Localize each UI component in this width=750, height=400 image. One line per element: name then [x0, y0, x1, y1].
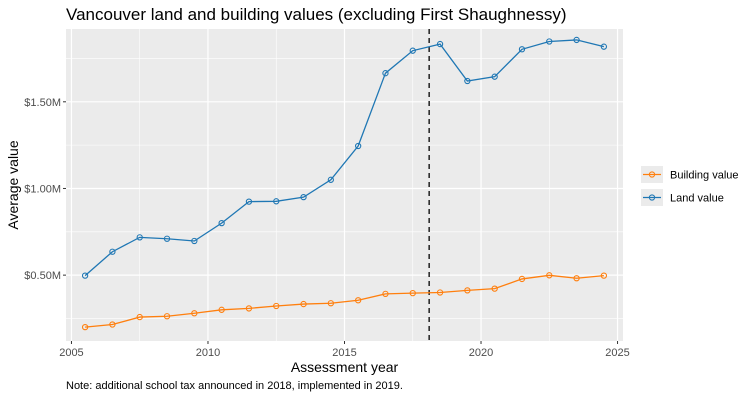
- x-tick-label: 2020: [469, 347, 493, 359]
- data-point-building-value: [273, 302, 280, 310]
- data-point-building-value: [518, 275, 526, 283]
- data-point-building-value: [136, 313, 143, 321]
- chart-note: Note: additional school tax announced in…: [66, 380, 403, 392]
- data-point-land-value: [409, 47, 416, 54]
- x-axis-title: Assessment year: [291, 359, 399, 375]
- data-point-building-value: [163, 313, 171, 320]
- data-point-building-value: [436, 289, 444, 296]
- legend-label: Building value: [670, 170, 739, 182]
- data-point-land-value: [273, 198, 280, 205]
- y-tick-label: $0.50M: [24, 270, 61, 282]
- x-tick-label: 2010: [196, 347, 220, 359]
- legend: Building value Land value: [641, 166, 739, 206]
- data-point-building-value: [355, 297, 362, 304]
- data-point-land-value: [491, 73, 498, 80]
- data-point-land-value: [245, 198, 253, 205]
- series-land-value: [81, 36, 608, 279]
- data-point-land-value: [464, 77, 471, 85]
- data-point-land-value: [300, 193, 307, 201]
- data-point-land-value: [163, 235, 171, 242]
- y-tick-label: $1.00M: [24, 183, 61, 195]
- major-gridlines: [66, 29, 623, 341]
- data-point-land-value: [109, 248, 116, 255]
- legend-item-land-value: Land value: [641, 189, 724, 206]
- series-line-land-value: [84, 39, 605, 277]
- data-point-land-value: [81, 272, 89, 279]
- data-point-land-value: [573, 36, 580, 44]
- chart-title: Vancouver land and building values (excl…: [66, 5, 567, 24]
- legend-key-point: [648, 171, 656, 178]
- data-point-building-value: [382, 290, 389, 298]
- data-point-building-value: [409, 290, 416, 297]
- data-point-land-value: [518, 46, 526, 53]
- data-point-building-value: [327, 300, 334, 307]
- series-layer: [81, 36, 608, 331]
- series-building-value: [81, 272, 608, 331]
- data-point-land-value: [382, 70, 389, 77]
- legend-label: Land value: [670, 193, 724, 205]
- x-tick-label: 2025: [605, 347, 629, 359]
- series-line-building-value: [85, 274, 604, 328]
- legend-key-point: [648, 194, 656, 201]
- data-point-land-value: [546, 38, 553, 45]
- y-axis-ticks: $0.50M $1.00M $1.50M: [24, 97, 66, 282]
- y-tick-label: $1.50M: [24, 97, 61, 109]
- data-point-building-value: [300, 300, 307, 308]
- data-point-building-value: [218, 306, 225, 313]
- data-point-land-value: [136, 234, 143, 241]
- y-axis-title: Average value: [5, 140, 21, 229]
- data-point-building-value: [573, 275, 580, 282]
- data-point-building-value: [245, 305, 253, 312]
- data-point-building-value: [464, 287, 471, 294]
- data-point-land-value: [355, 142, 362, 150]
- data-point-building-value: [109, 321, 116, 328]
- data-point-land-value: [327, 176, 334, 183]
- x-tick-label: 2005: [59, 347, 83, 359]
- data-point-building-value: [81, 323, 89, 331]
- data-point-building-value: [600, 272, 608, 279]
- data-point-land-value: [191, 237, 198, 245]
- data-point-land-value: [436, 40, 444, 48]
- x-tick-label: 2015: [332, 347, 356, 359]
- data-point-building-value: [191, 310, 198, 317]
- data-point-land-value: [218, 219, 225, 227]
- data-point-land-value: [600, 43, 608, 50]
- data-point-building-value: [491, 285, 498, 292]
- data-point-building-value: [546, 272, 553, 279]
- legend-item-building-value: Building value: [641, 166, 739, 183]
- x-axis-ticks: 2005 2010 2015 2020 2025: [59, 341, 630, 359]
